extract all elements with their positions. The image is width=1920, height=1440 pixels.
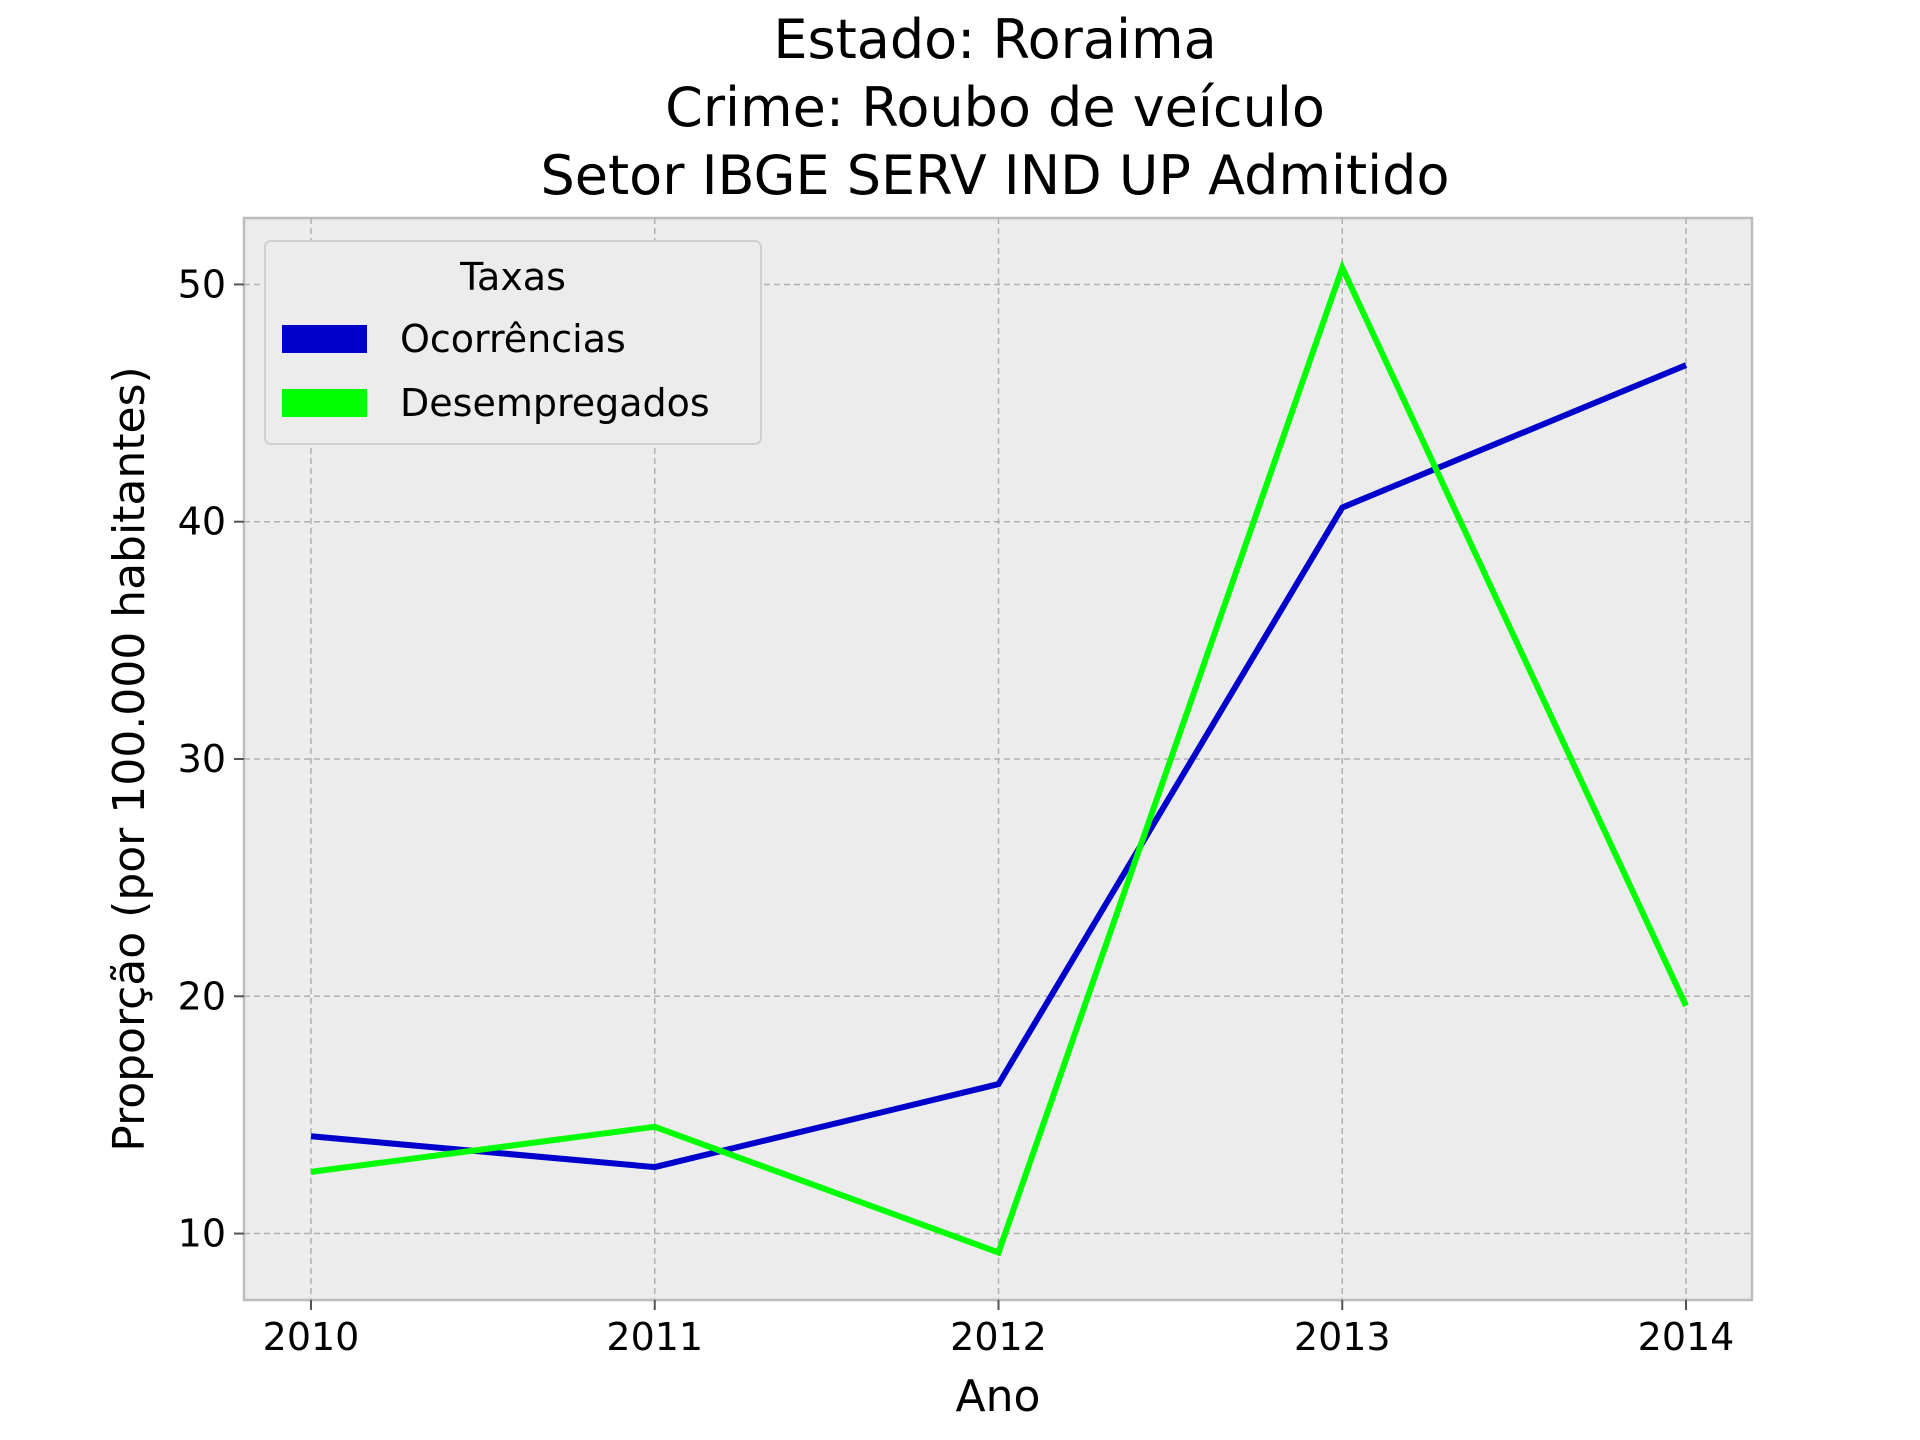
x-tick-label: 2011 <box>606 1315 703 1359</box>
axis-ticks: 2010 2011 2012 2013 2014 10 20 30 40 50 <box>178 262 1735 1359</box>
y-tick-label: 30 <box>178 737 226 781</box>
series-line-ocorrencias <box>310 362 1688 1171</box>
chart-title-line-1: Estado: Roraima <box>773 8 1216 71</box>
legend-label-ocorrencias: Ocorrências <box>400 317 626 361</box>
series-line-desempregados <box>310 259 1689 1257</box>
x-tick-label: 2010 <box>263 1315 360 1359</box>
y-tick-label: 50 <box>178 262 226 306</box>
y-axis-label: Proporção (por 100.000 habitantes) <box>104 366 155 1151</box>
y-tick-label: 20 <box>178 974 226 1018</box>
legend-swatch-desempregados <box>282 389 367 417</box>
x-tick-label: 2013 <box>1294 1315 1391 1359</box>
y-tick-label: 40 <box>178 500 226 544</box>
legend-title: Taxas <box>459 255 566 299</box>
x-axis-label: Ano <box>956 1371 1041 1422</box>
chart-title-line-2: Crime: Roubo de veículo <box>665 76 1325 139</box>
legend-box <box>264 240 762 445</box>
series-lines <box>310 259 1689 1257</box>
legend: Taxas Ocorrências Desempregados <box>264 240 762 445</box>
legend-label-desempregados: Desempregados <box>400 381 710 425</box>
x-tick-label: 2012 <box>950 1315 1047 1359</box>
y-tick-label: 10 <box>178 1212 226 1256</box>
legend-swatch-ocorrencias <box>282 325 367 353</box>
chart-title-line-3: Setor IBGE SERV IND UP Admitido <box>541 144 1450 207</box>
x-tick-label: 2014 <box>1638 1315 1735 1359</box>
